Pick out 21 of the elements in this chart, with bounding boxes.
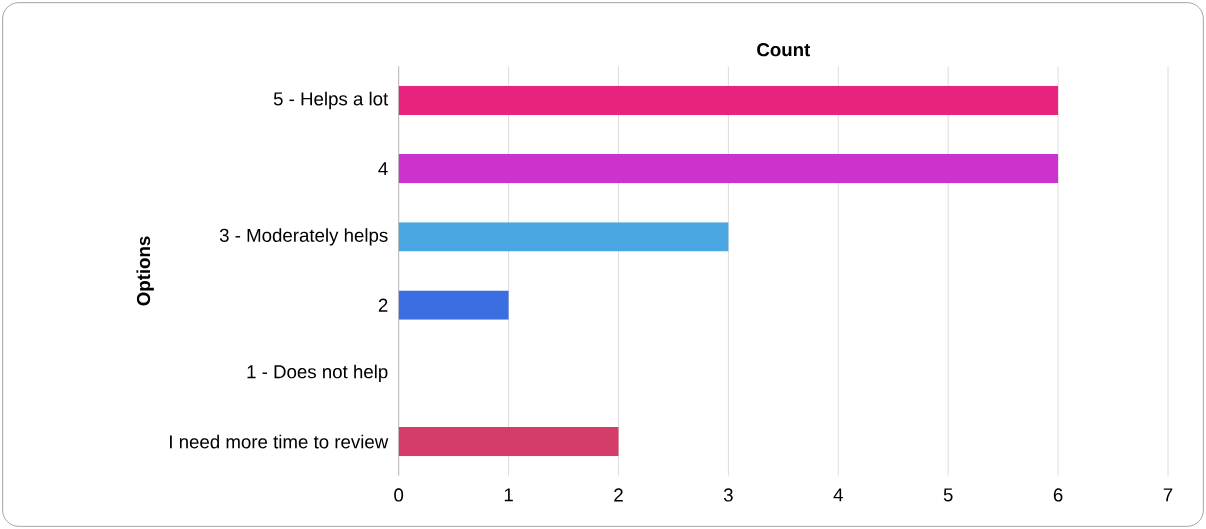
bar: [398, 426, 619, 457]
y-tick-label: I need more time to review: [170, 434, 389, 449]
y-tick-label: 1 - Does not help: [247, 364, 388, 383]
y-tick-label: 5 - Helps a lot: [273, 91, 389, 110]
bar: [398, 154, 1059, 184]
x-tick-label: 5: [943, 488, 953, 502]
bar: [398, 290, 509, 320]
chart-title: Count: [757, 43, 811, 57]
x-tick-label: 3: [723, 488, 733, 502]
x-tick-label: 7: [1163, 488, 1173, 502]
x-tick-label: 4: [833, 488, 843, 502]
x-tick-label: 0: [394, 488, 404, 502]
x-tick-label: 6: [1053, 488, 1063, 502]
y-axis-title: Options: [136, 236, 154, 306]
bar: [398, 222, 729, 252]
x-tick-label: 1: [504, 488, 513, 502]
y-tick-label: 2: [378, 298, 388, 312]
y-tick-label: 3 - Moderately helps: [219, 228, 388, 246]
y-tick-label: 4: [378, 162, 388, 176]
x-tick-label: 2: [614, 488, 623, 502]
bar: [398, 85, 1059, 116]
